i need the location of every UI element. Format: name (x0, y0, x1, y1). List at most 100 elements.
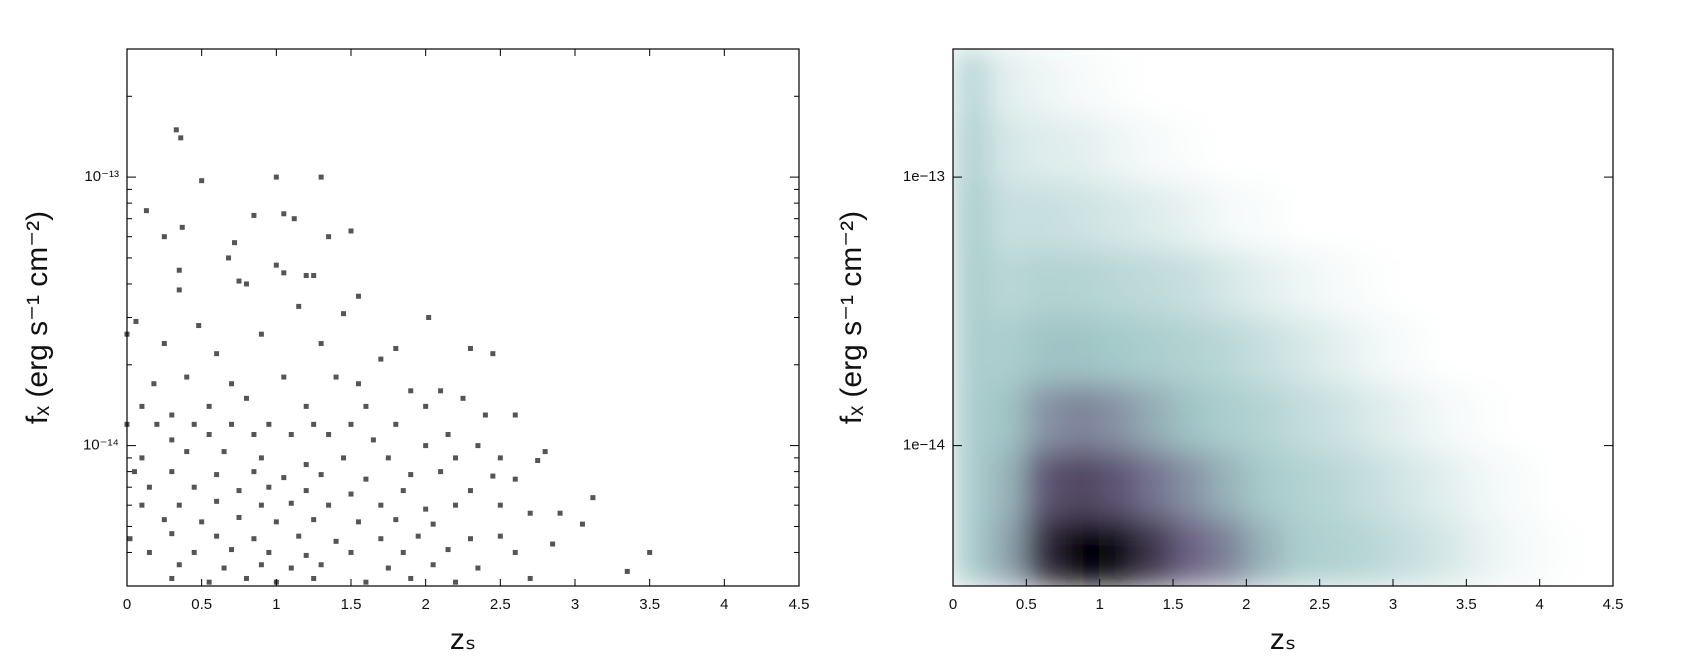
point (243, 395, 249, 401)
cell (1575, 383, 1613, 453)
point (311, 421, 317, 427)
point (542, 449, 548, 455)
cell (1465, 317, 1504, 385)
point (363, 476, 369, 482)
cell (953, 115, 991, 184)
cell (1539, 249, 1577, 318)
point (453, 579, 459, 585)
cell (1099, 115, 1137, 184)
cell (1025, 317, 1064, 385)
cell (1062, 317, 1101, 385)
cell (1209, 451, 1247, 520)
point (178, 135, 184, 141)
point (378, 502, 384, 508)
cell (1319, 182, 1357, 251)
point (232, 240, 238, 246)
point (467, 345, 473, 351)
point (430, 562, 436, 568)
point (348, 228, 354, 234)
cell (1135, 317, 1174, 385)
point (179, 224, 185, 230)
point (363, 403, 369, 409)
x-tick-label: 4 (720, 596, 728, 613)
x-tick-label: 0 (949, 596, 957, 613)
point (438, 388, 444, 394)
cell (1502, 383, 1541, 453)
point (176, 562, 182, 568)
point (355, 381, 361, 387)
point (512, 476, 518, 482)
point (333, 374, 339, 380)
point (393, 517, 399, 523)
cell (989, 383, 1027, 453)
cell (1282, 249, 1321, 318)
cell (989, 451, 1027, 520)
cell (1319, 115, 1357, 184)
cell (989, 249, 1027, 318)
point (146, 484, 152, 490)
cell (1355, 115, 1394, 184)
point (273, 174, 279, 180)
cell (1392, 49, 1431, 117)
cell (1099, 182, 1137, 251)
point (291, 216, 297, 222)
cell (1319, 451, 1357, 520)
cell (1575, 317, 1613, 385)
point (169, 412, 175, 418)
point (221, 565, 227, 571)
x-tick-label: 0 (123, 596, 131, 613)
point (139, 455, 145, 461)
point (281, 475, 287, 481)
point (303, 462, 309, 468)
cell (1539, 518, 1577, 586)
cell (1209, 383, 1247, 453)
point (475, 443, 481, 449)
point (288, 500, 294, 506)
cell (1172, 451, 1211, 520)
cell (989, 182, 1027, 251)
cell (1245, 383, 1284, 453)
point (273, 262, 279, 268)
point (378, 536, 384, 542)
point (453, 455, 459, 461)
point (497, 455, 503, 461)
cell (1502, 182, 1541, 251)
cell (1539, 317, 1577, 385)
point (229, 421, 235, 427)
cell (1502, 451, 1541, 520)
point (131, 469, 137, 475)
point (445, 547, 451, 553)
point (527, 510, 533, 516)
cell (1355, 317, 1394, 385)
point (296, 303, 302, 309)
point (139, 403, 145, 409)
point (512, 549, 518, 555)
cell (1539, 182, 1577, 251)
point (303, 273, 309, 279)
cell (1502, 249, 1541, 318)
point (191, 484, 197, 490)
cell (1502, 518, 1541, 586)
point (497, 533, 503, 539)
point (251, 536, 257, 542)
point (251, 469, 257, 475)
point (333, 538, 339, 544)
cell (1245, 451, 1284, 520)
cell (1539, 115, 1577, 184)
point (363, 579, 369, 585)
cell (1282, 182, 1321, 251)
cell (1355, 249, 1394, 318)
point (423, 403, 429, 409)
point (624, 568, 630, 574)
point (196, 323, 202, 329)
cell (1465, 182, 1504, 251)
point (214, 472, 220, 478)
point (355, 293, 361, 299)
cell (1355, 383, 1394, 453)
cell (953, 249, 991, 318)
cell (1245, 317, 1284, 385)
point (296, 533, 302, 539)
cell (953, 182, 991, 251)
cell (1099, 451, 1137, 520)
